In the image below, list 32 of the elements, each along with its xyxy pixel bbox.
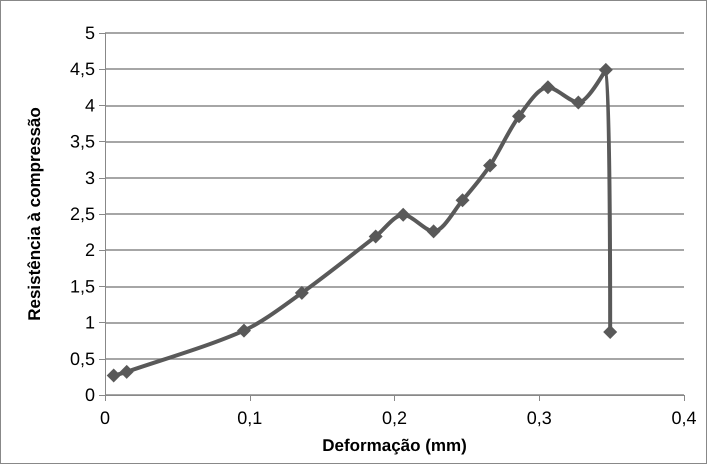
x-axis-title: Deformação (mm) <box>322 436 467 455</box>
point <box>483 158 498 172</box>
x-tick-label: 0,4 <box>671 408 697 428</box>
x-tick-label: 0,1 <box>237 408 262 428</box>
y-tick-label: 4 <box>84 95 95 116</box>
point <box>294 286 309 300</box>
point <box>603 325 618 340</box>
y-tick-label: 3 <box>84 168 95 188</box>
point <box>120 364 134 379</box>
y-tick-label: 3,5 <box>70 132 95 152</box>
y-tick-label: 5 <box>84 23 95 43</box>
point <box>396 208 410 222</box>
y-tick-label: 4,5 <box>70 59 95 80</box>
y-tick-label: 1,5 <box>70 276 95 296</box>
point <box>236 324 251 338</box>
x-tick-label: 0,2 <box>382 408 408 428</box>
x-tick-label: 0 <box>100 408 110 428</box>
y-tick-label: 2,5 <box>70 204 95 224</box>
point <box>426 224 441 238</box>
point <box>598 62 613 77</box>
x-tick-label: 0,3 <box>526 408 552 428</box>
point <box>540 80 555 94</box>
point <box>368 229 383 244</box>
y-tick-label: 2 <box>84 240 95 260</box>
point <box>512 109 526 124</box>
y-tick-label: 1 <box>84 312 95 333</box>
point <box>456 193 470 208</box>
y-tick-label: 0 <box>84 385 95 405</box>
y-axis-title: Resistência à compressão <box>25 107 44 321</box>
y-tick-label: 0,5 <box>70 348 95 369</box>
point <box>571 96 586 110</box>
point <box>106 368 121 382</box>
